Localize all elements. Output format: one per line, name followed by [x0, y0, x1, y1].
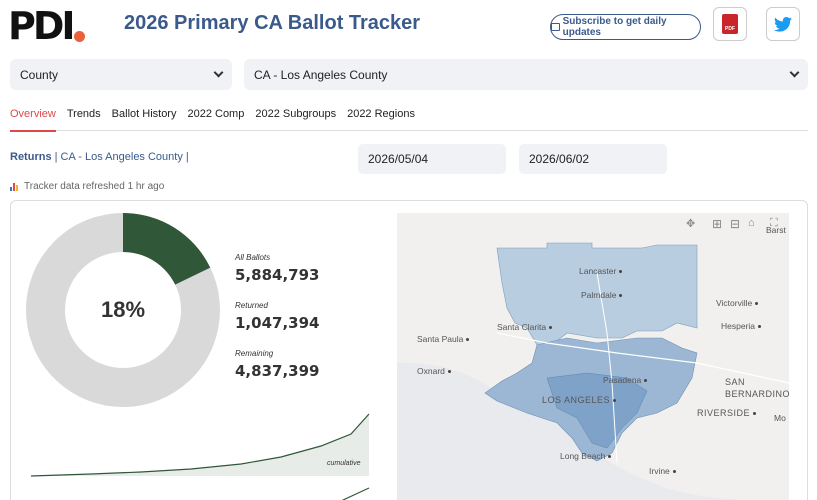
road-line-2: [596, 272, 618, 464]
ballot-stats: All Ballots 5,884,793 Returned 1,047,394…: [235, 253, 319, 397]
logo-dot: [73, 30, 85, 42]
la-county-north: [496, 242, 698, 346]
refresh-text: Tracker data refreshed 1 hr ago: [24, 181, 165, 192]
twitter-icon: [774, 16, 792, 32]
city-label: Santa Paula: [417, 334, 470, 344]
county-map[interactable]: ✥ ⊞ ⊟ ⌂ ⛶ Barst Lancaster Palmdale Victo…: [397, 213, 789, 500]
city-label: RIVERSIDE: [697, 408, 757, 418]
chevron-down-icon: [213, 67, 224, 78]
trend-area: [31, 414, 369, 476]
city-label: LOS ANGELES: [542, 395, 617, 405]
tab-overview[interactable]: Overview: [10, 104, 56, 132]
tab-ballot-history[interactable]: Ballot History: [111, 108, 177, 120]
city-label: Long Beach: [560, 451, 612, 461]
home-icon[interactable]: ⌂: [748, 217, 755, 229]
road-line: [496, 332, 789, 384]
breadcrumb-returns[interactable]: Returns: [10, 151, 52, 163]
subscribe-label: Subscribe to get daily updates: [562, 16, 667, 38]
page-title: 2026 Primary CA Ballot Tracker: [124, 12, 421, 34]
move-icon[interactable]: ✥: [686, 218, 696, 230]
region-select-value: CA - Los Angeles County: [254, 67, 388, 82]
zoom-in-icon[interactable]: ⊞: [712, 217, 723, 231]
level-select[interactable]: County: [10, 59, 232, 90]
level-select-value: County: [20, 67, 59, 82]
city-label: Mo: [774, 413, 786, 423]
logo-text: PDI: [8, 4, 76, 48]
zoom-out-icon[interactable]: ⊟: [730, 217, 741, 231]
pdf-icon: PDF: [722, 14, 738, 34]
chevron-down-icon: [789, 67, 800, 78]
all-ballots-label: All Ballots: [235, 253, 271, 262]
trend-line-2: [341, 487, 370, 500]
tab-2022-regions[interactable]: 2022 Regions: [347, 108, 415, 120]
region-select[interactable]: CA - Los Angeles County: [244, 59, 808, 90]
city-label: Hesperia: [721, 321, 762, 331]
pdi-logo[interactable]: PDI: [8, 4, 85, 48]
cumulative-trend-chart: [30, 413, 370, 500]
returned-value: 1,047,394: [235, 314, 320, 332]
la-county-core: [546, 372, 648, 449]
city-label: Pasadena: [603, 375, 648, 385]
city-label: Victorville: [716, 298, 759, 308]
map-base: [397, 213, 789, 500]
cumulative-label: cumulative: [327, 460, 361, 467]
twitter-button[interactable]: [766, 7, 800, 41]
overview-card: 18% All Ballots 5,884,793 Returned 1,047…: [10, 200, 808, 500]
pdf-button[interactable]: PDF: [713, 7, 747, 41]
percent-returned: 18%: [100, 297, 146, 322]
tab-2022-comp[interactable]: 2022 Comp: [187, 108, 245, 120]
city-label: SAN: [725, 377, 746, 387]
remaining-label: Remaining: [235, 349, 274, 358]
city-label: Oxnard: [417, 366, 451, 376]
mail-icon: [551, 23, 560, 31]
breadcrumb-trailing-sep: |: [185, 151, 189, 163]
breadcrumb-sep: |: [54, 151, 58, 163]
tab-2022-subgroups[interactable]: 2022 Subgroups: [255, 108, 337, 120]
tab-trends[interactable]: Trends: [66, 108, 101, 120]
subscribe-button[interactable]: Subscribe to get daily updates: [550, 14, 701, 40]
city-label: BERNARDINO: [725, 389, 789, 399]
city-label: Santa Clarita: [497, 322, 553, 332]
refresh-status: Tracker data refreshed 1 hr ago: [10, 181, 164, 192]
breadcrumb-location[interactable]: CA - Los Angeles County: [60, 151, 183, 163]
breadcrumb: Returns | CA - Los Angeles County |: [10, 151, 189, 163]
donut-returned: [123, 213, 211, 285]
city-label: Lancaster: [579, 266, 623, 276]
city-label: Palmdale: [581, 290, 623, 300]
returned-label: Returned: [235, 301, 268, 310]
all-ballots-value: 5,884,793: [235, 266, 320, 284]
city-label: Irvine: [649, 466, 676, 476]
returned-donut-chart: [26, 213, 220, 407]
tab-bar: Overview Trends Ballot History 2022 Comp…: [10, 104, 808, 132]
coastline: [397, 362, 745, 500]
trend-line: [30, 413, 370, 477]
remaining-value: 4,837,399: [235, 362, 320, 380]
fullscreen-icon[interactable]: ⛶: [770, 217, 778, 229]
city-label: Barst: [766, 225, 786, 235]
start-date-input[interactable]: 2026/05/04: [358, 144, 506, 174]
end-date-input[interactable]: 2026/06/02: [519, 144, 667, 174]
bar-chart-icon: [10, 182, 20, 191]
